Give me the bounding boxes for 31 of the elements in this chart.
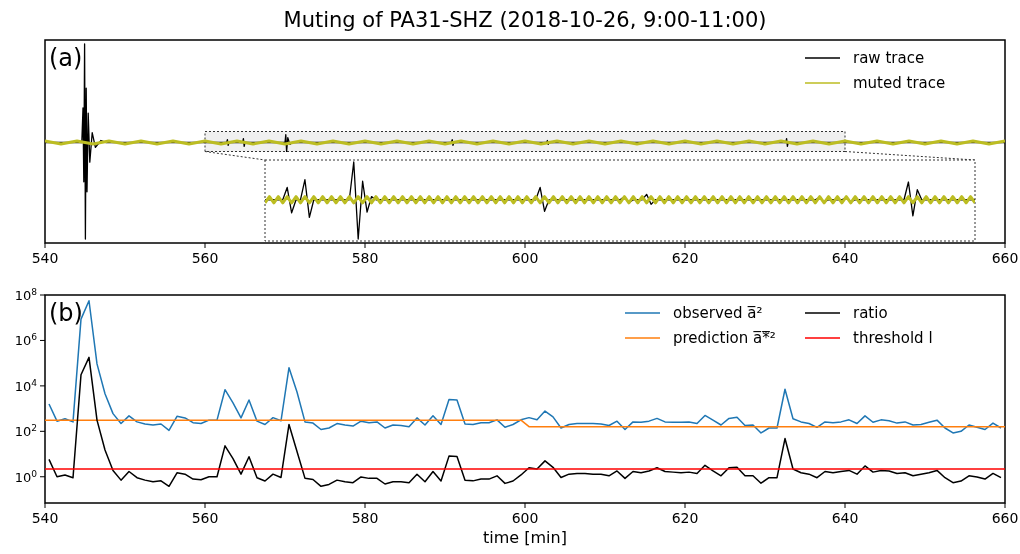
y-tick-label: 10$^{4}$ — [14, 377, 38, 394]
x-tick-label: 540 — [31, 250, 59, 266]
x-tick-label: 580 — [351, 510, 379, 526]
x-axis-title: time [min] — [483, 528, 567, 547]
legend-label: threshold l — [853, 329, 933, 347]
x-tick-label: 560 — [191, 250, 219, 266]
x-tick-label: 540 — [31, 510, 59, 526]
chart-title: Muting of PA31-SHZ (2018-10-26, 9:00-11:00) — [283, 8, 767, 32]
legend-label: prediction a̅*̅² — [673, 329, 776, 347]
y-tick-label: 10$^{6}$ — [14, 332, 38, 349]
x-tick-label: 640 — [831, 510, 859, 526]
legend-label: observed a̅² — [673, 304, 763, 322]
annotation: (a) — [49, 44, 83, 72]
x-tick-label: 640 — [831, 250, 859, 266]
x-tick-label: 600 — [511, 510, 539, 526]
x-tick-label: 620 — [671, 510, 699, 526]
legend-label: muted trace — [853, 74, 946, 92]
x-tick-label: 660 — [991, 250, 1019, 266]
line-series — [48, 299, 1002, 434]
x-tick-label: 560 — [191, 510, 219, 526]
legend-label: ratio — [853, 304, 888, 322]
x-tick-label: 580 — [351, 250, 379, 266]
y-tick-label: 10$^{8}$ — [14, 287, 38, 303]
x-tick-label: 600 — [511, 250, 539, 266]
x-tick-label: 620 — [671, 250, 699, 266]
legend-label: raw trace — [853, 49, 925, 67]
x-tick-label: 660 — [991, 510, 1019, 526]
annotation: (b) — [49, 299, 83, 327]
line-series — [48, 356, 1002, 488]
y-tick-label: 10$^{2}$ — [14, 423, 37, 440]
y-tick-label: 10$^{0}$ — [14, 468, 38, 485]
